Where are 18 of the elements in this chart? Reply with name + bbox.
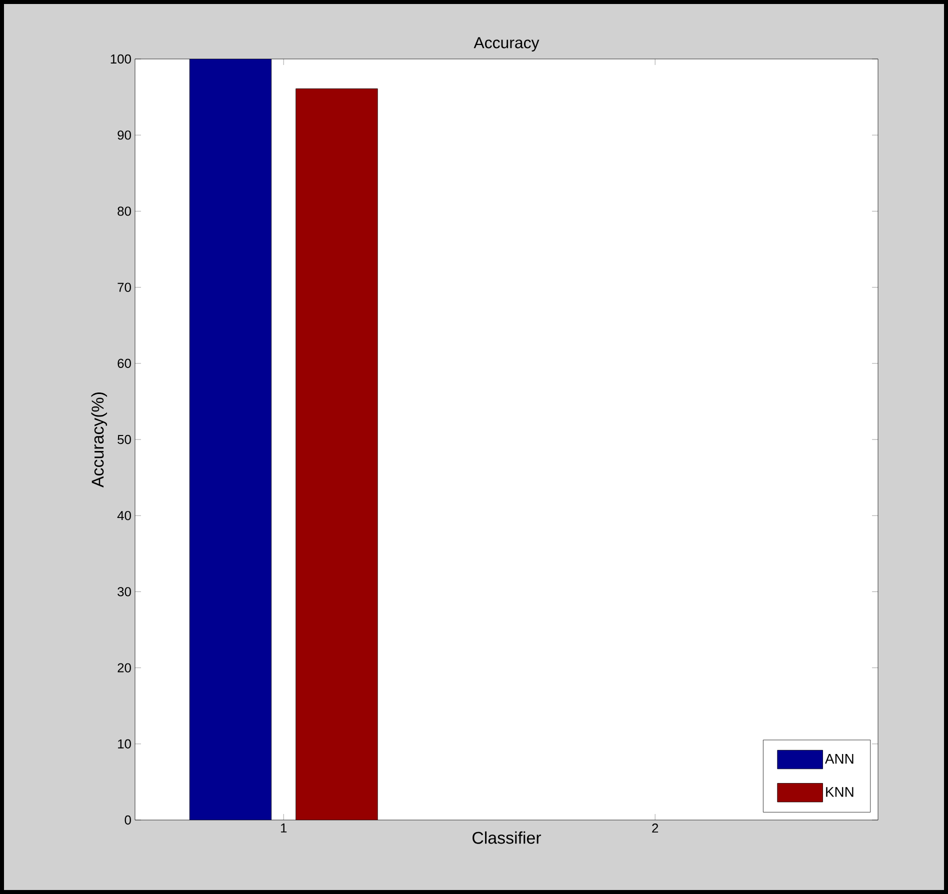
y-tick-label: 100: [110, 54, 131, 64]
x-tick-label: 2: [652, 824, 658, 833]
legend-label: KNN: [826, 787, 854, 797]
y-tick-label: 30: [118, 587, 131, 596]
y-tick-label: 20: [118, 663, 131, 672]
y-tick-label: 80: [118, 206, 131, 216]
legend-label: ANN: [824, 754, 854, 764]
y-tick-label: 90: [118, 130, 131, 140]
y-tick-label: 60: [118, 358, 131, 368]
y-tick-label: 70: [118, 282, 131, 292]
y-tick-label: 50: [118, 434, 131, 444]
chart-title: Accuracy: [474, 37, 540, 52]
y-tick-label: 10: [118, 739, 131, 748]
x-tick-label: 1: [280, 824, 287, 832]
y-axis-title: Accuracy(%): [91, 392, 108, 488]
y-tick-label: 0: [124, 815, 131, 825]
x-axis-title: Classifier: [472, 831, 542, 844]
y-tick-label: 40: [117, 511, 131, 520]
